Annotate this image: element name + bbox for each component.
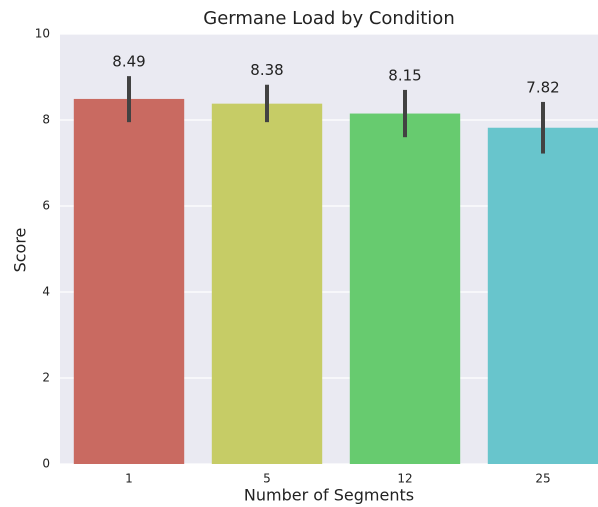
y-axis-label: Score — [11, 228, 30, 273]
bar — [349, 113, 461, 465]
bar — [211, 103, 323, 464]
data-label: 8.15 — [388, 66, 421, 84]
x-tick-label: 12 — [397, 472, 412, 486]
bar — [487, 127, 598, 465]
y-tick-label: 8 — [42, 113, 50, 127]
bar — [73, 98, 185, 465]
y-tick-label: 4 — [42, 285, 50, 299]
chart-title: Germane Load by Condition — [203, 8, 454, 29]
x-axis-label: Number of Segments — [244, 486, 414, 505]
data-label: 8.38 — [250, 61, 283, 79]
x-tick-label: 1 — [125, 472, 133, 486]
x-tick-label: 5 — [263, 472, 271, 486]
y-tick-label: 0 — [42, 457, 50, 471]
data-label: 8.49 — [112, 53, 145, 71]
y-tick-label: 2 — [42, 371, 50, 385]
x-tick-label: 25 — [535, 472, 550, 486]
data-label: 7.82 — [526, 78, 559, 96]
y-tick-label: 6 — [42, 199, 50, 213]
y-tick-label: 10 — [35, 27, 50, 41]
